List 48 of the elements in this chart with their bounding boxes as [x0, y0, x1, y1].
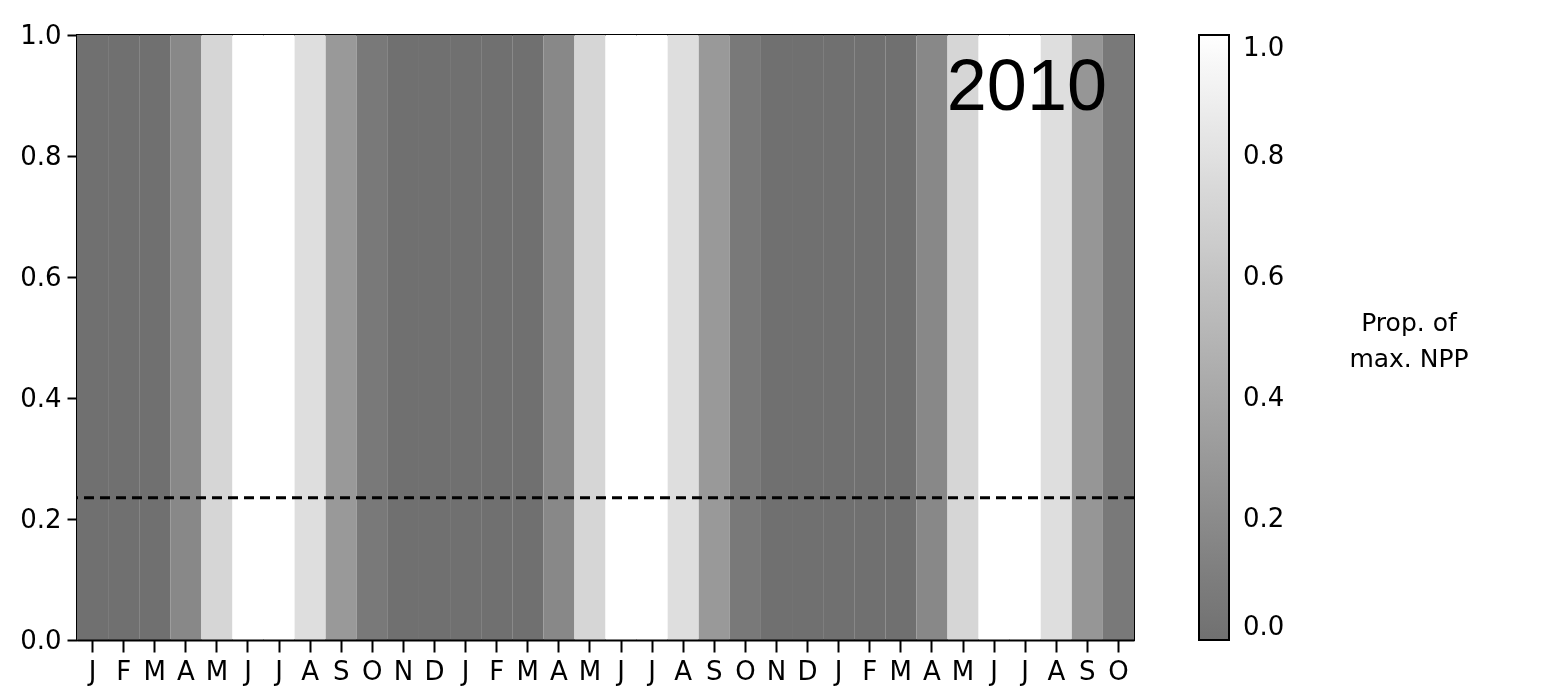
- x-tick-label: J: [832, 655, 843, 686]
- x-tick-label: F: [116, 655, 132, 686]
- x-tick-label: J: [273, 655, 283, 686]
- x-tick-label: J: [86, 655, 97, 686]
- x-tick-label: F: [862, 655, 878, 686]
- x-tick-label: F: [489, 655, 505, 686]
- x-tick-label: N: [393, 655, 414, 686]
- color-bar-title: Prop. of max. NPP: [1349, 308, 1469, 373]
- x-tick-label: M: [578, 655, 602, 686]
- x-tick-label: M: [516, 655, 539, 686]
- x-tick-label: J: [646, 655, 656, 686]
- x-tick-label: M: [205, 655, 229, 686]
- x-tick-label: M: [951, 655, 975, 686]
- x-tick-label: D: [424, 655, 445, 686]
- x-tick-label: A: [674, 655, 693, 686]
- x-tick-label: O: [735, 655, 756, 686]
- x-tick-label: J: [1019, 655, 1030, 686]
- x-tick-label: A: [923, 655, 942, 686]
- x-tick-label: N: [766, 655, 787, 686]
- x-tick-label: S: [706, 655, 723, 686]
- annotation: 2010: [946, 45, 1107, 125]
- y-tick-label: 1.0: [20, 19, 62, 50]
- x-tick-label: S: [332, 655, 350, 686]
- y-tick-label: 0.4: [20, 382, 62, 413]
- x-tick-label: J: [988, 655, 998, 686]
- x-tick-label: M: [143, 655, 166, 686]
- x-tick-label: J: [459, 655, 470, 686]
- color-bar-label: 0.6: [1243, 261, 1285, 291]
- x-tick-label: A: [1047, 655, 1066, 686]
- y-tick-label: 0.2: [20, 503, 62, 534]
- y-tick-label: 0.0: [20, 624, 62, 655]
- x-tick-label: J: [615, 655, 625, 686]
- x-tick-label: S: [1079, 655, 1096, 686]
- y-tick-label: 0.8: [20, 140, 62, 171]
- x-tick-label: D: [797, 655, 818, 686]
- x-tick-label: O: [1108, 655, 1129, 686]
- x-tick-label: J: [242, 655, 252, 686]
- x-tick-label: A: [176, 655, 195, 686]
- x-tick-label: A: [301, 655, 320, 686]
- color-bar-label: 1.0: [1243, 32, 1285, 62]
- y-tick-label: 0.6: [20, 261, 62, 292]
- x-tick-label: A: [549, 655, 568, 686]
- color-bar-label: 0.2: [1243, 503, 1285, 533]
- x-tick-label: O: [362, 655, 383, 686]
- color-bar-label: 0.4: [1243, 382, 1285, 412]
- color-bar-label: 0.0: [1243, 611, 1285, 641]
- color-bar-label: 0.8: [1243, 140, 1285, 170]
- x-tick-label: M: [889, 655, 913, 686]
